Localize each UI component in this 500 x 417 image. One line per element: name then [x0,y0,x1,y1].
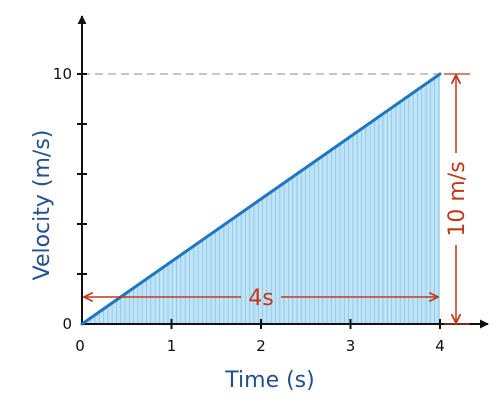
x-tick-label: 4 [435,337,445,355]
time-span-label: 4s [248,286,273,311]
velocity-line [80,72,442,326]
x-tick-label: 0 [75,337,85,355]
x-tick-label: 3 [346,337,356,355]
annotations: 4s 10 m/s [84,73,470,325]
series-lines [80,72,442,326]
velocity-span-label: 10 m/s [445,161,470,236]
y-tick-label: 0 [62,315,72,333]
x-axis-title: Time (s) [224,368,314,393]
x-tick-label: 1 [167,337,177,355]
y-axis-title: Velocity (m/s) [30,130,55,281]
y-tick-label: 10 [53,65,72,83]
x-tick-label: 2 [256,337,266,355]
axes: 0 1 2 3 4 0 10 [53,15,489,355]
